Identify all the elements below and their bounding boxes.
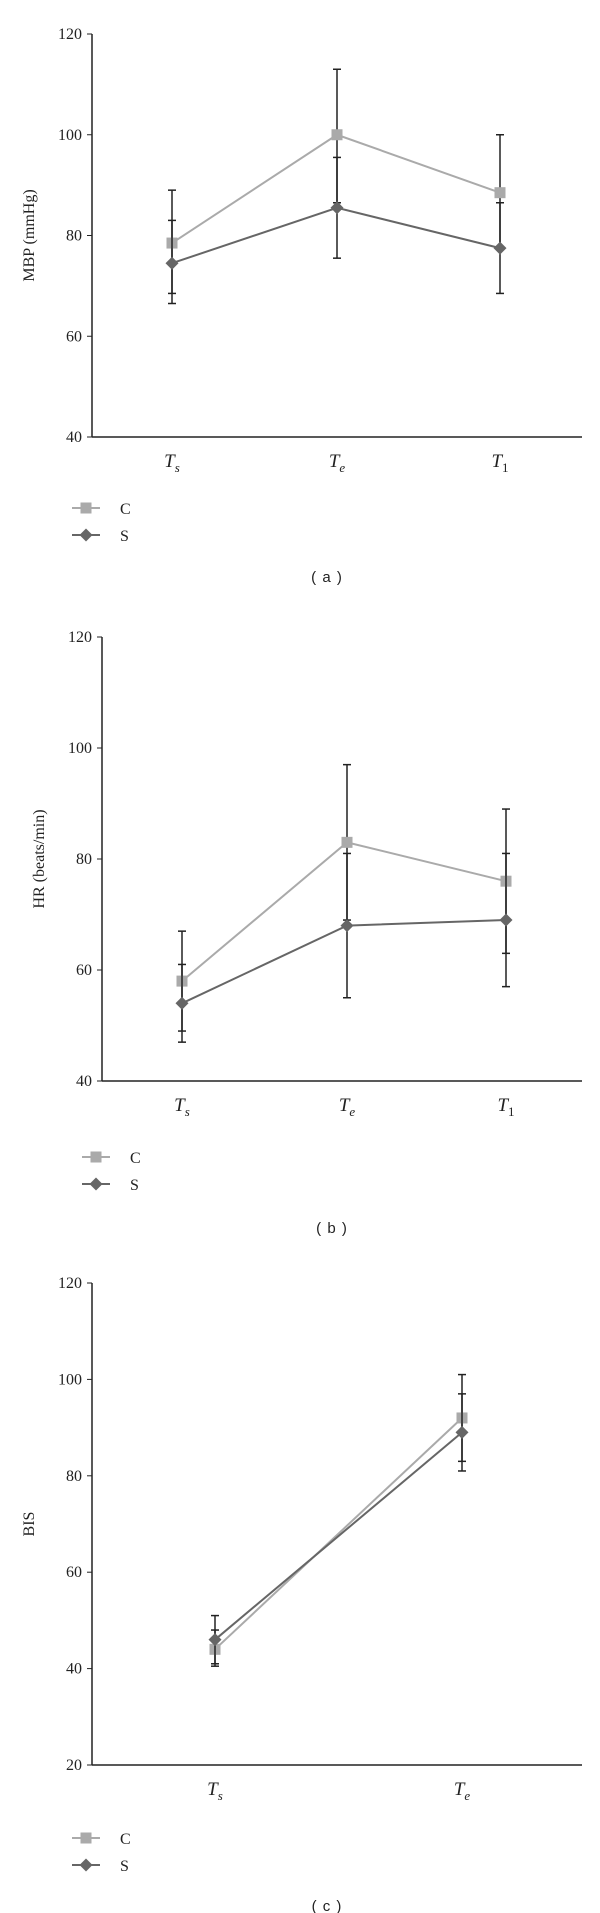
legend-item-C: C [82,1150,141,1167]
data-point-S [340,919,354,933]
chart-panel-b: 40 60 80 100 120 HR (beats/min) Ts Te T1 CS ( b ) [31,629,582,1237]
chart-panel-c: 20 40 60 80 100 120 BIS Ts Te CS ( c ) [21,1275,582,1913]
data-point-C [331,129,343,141]
x-tick-label: Te [454,1779,471,1803]
data-point-S [499,913,513,927]
legend-label: C [130,1150,141,1167]
y-tick-label: 40 [66,429,82,446]
y-tick-label: 60 [76,962,92,979]
y-tick-label: 100 [58,1371,82,1388]
panel-caption: ( c ) [312,1898,343,1913]
data-point-C [494,187,506,199]
legend-square-icon [90,1151,102,1163]
legend-item-S: S [82,1177,139,1194]
legend-label: C [120,501,131,518]
y-axis-label: MBP (mmHg) [21,189,38,281]
panel-caption: ( b ) [316,1220,348,1237]
y-tick-label: 120 [68,629,92,646]
data-point-S [455,1425,469,1439]
y-tick-label: 120 [58,26,82,43]
x-tick-label: Ts [164,451,180,475]
legend: CS [72,501,131,545]
series-C [166,68,506,295]
series-line-C [171,133,501,244]
legend-square-icon [80,1832,92,1844]
x-tick-label: Ts [174,1095,190,1119]
x-tick-label: Te [329,451,346,475]
y-tick-label: 80 [66,228,82,245]
x-tick-label: Ts [207,1779,223,1803]
y-tick-label: 80 [76,851,92,868]
data-point-S [165,256,179,270]
series-line-C [214,1417,463,1651]
legend-item-C: C [72,1831,131,1848]
y-axis-label: BIS [21,1512,38,1537]
legend-diamond-icon [79,1858,93,1872]
panel-caption: ( a ) [311,569,343,586]
legend-diamond-icon [89,1177,103,1191]
legend-label: C [120,1831,131,1848]
legend-label: S [130,1177,139,1194]
y-tick-label: 60 [66,1564,82,1581]
legend-label: S [120,1858,129,1875]
data-point-C [341,836,353,848]
series-line-S [171,206,501,265]
x-tick-label: T1 [497,1095,514,1119]
legend-label: S [120,528,129,545]
data-point-S [493,241,507,255]
series-line-S [214,1431,463,1641]
y-axis-label: HR (beats/min) [31,809,48,908]
y-tick-label: 40 [76,1073,92,1090]
legend: CS [72,1831,131,1875]
series-S [175,852,513,1043]
x-tick-label: T1 [491,451,508,475]
legend-item-S: S [72,528,129,545]
series-S [208,1393,469,1665]
x-tick-label: Te [339,1095,356,1119]
data-point-S [175,996,189,1010]
legend-diamond-icon [79,528,93,542]
legend: CS [82,1150,141,1194]
y-tick-label: 60 [66,328,82,345]
y-tick-label: 100 [68,740,92,757]
y-tick-label: 100 [58,127,82,144]
data-point-S [330,201,344,215]
series-line-S [181,919,507,1005]
data-point-S [208,1633,222,1647]
series-C [209,1373,468,1667]
chart-panel-a: 40 60 80 100 120 MBP (mmHg) Ts Te T1 CS ( a ) [21,26,582,586]
legend-item-S: S [72,1858,129,1875]
y-tick-label: 20 [66,1757,82,1774]
series-line-C [181,841,507,982]
series-C [176,763,512,1032]
y-tick-label: 120 [58,1275,82,1292]
legend-square-icon [80,502,92,514]
y-tick-label: 80 [66,1468,82,1485]
series-S [165,156,507,305]
y-tick-label: 40 [66,1661,82,1678]
legend-item-C: C [72,501,131,518]
